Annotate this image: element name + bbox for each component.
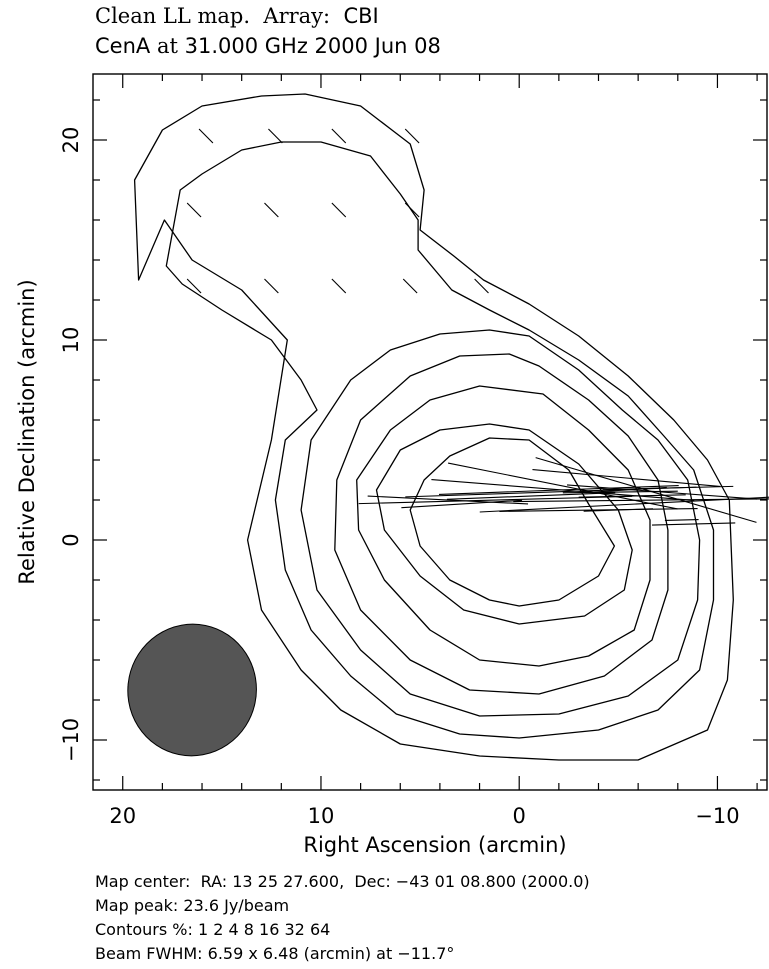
polarization-vector	[404, 202, 420, 218]
title-prefix: Clean LL map. Array:	[95, 4, 331, 28]
polarization-vector	[438, 485, 679, 495]
polarization-vector	[268, 128, 283, 144]
tick-label: −10	[695, 804, 739, 828]
polarization-vector	[446, 492, 616, 500]
map-center-info: Map center: RA: 13 25 27.600, Dec: −43 0…	[95, 872, 590, 891]
map-peak-info: Map peak: 23.6 Jy/beam	[95, 896, 290, 915]
contour-levels-info: Contours %: 1 2 4 8 16 32 64	[95, 920, 331, 939]
polarization-vector	[401, 499, 523, 509]
polarization-vector	[447, 462, 678, 510]
contour-32-percent	[375, 423, 633, 625]
polarization-vector	[652, 522, 736, 526]
polarization-vector	[535, 457, 757, 523]
beam-shape	[127, 623, 257, 757]
x-axis-label: Right Ascension (arcmin)	[303, 833, 566, 857]
subtitle-rest: 31.000 GHz 2000 Jun 08	[184, 34, 441, 58]
beam-ellipse	[127, 623, 257, 757]
contour-2-percent	[165, 141, 715, 739]
polarization-vector	[198, 128, 214, 144]
polarization-vectors	[186, 128, 769, 526]
tick-label: 20	[59, 127, 83, 154]
tick-label: 10	[308, 804, 335, 828]
polarization-vector	[331, 128, 347, 144]
tick-label: −10	[59, 718, 83, 762]
polarization-vector	[602, 485, 734, 491]
polarization-vector	[358, 495, 633, 505]
chart-subtitle: CenA at 31.000 GHz 2000 Jun 08	[95, 34, 441, 58]
polarization-vector	[532, 469, 721, 487]
polarization-vector	[474, 278, 489, 294]
polarization-vector	[566, 484, 757, 500]
chart-title: Clean LL map. Array: CBI	[95, 4, 379, 28]
polarization-vector	[499, 508, 698, 512]
polarization-vector	[513, 498, 769, 503]
y-axis-label: Relative Declination (arcmin)	[15, 279, 39, 584]
tick-label: 0	[513, 804, 526, 828]
contour-1-percent	[133, 93, 734, 761]
tick-label: 20	[109, 804, 136, 828]
axis-ticks: 20 10 0 −10 20 10 0 −10	[59, 74, 767, 828]
polarization-vector	[664, 519, 699, 521]
polarization-vector	[264, 278, 279, 294]
contour-64-percent	[409, 437, 616, 607]
polarization-vector	[331, 278, 347, 294]
polarization-vector	[367, 495, 529, 505]
tick-label: 0	[59, 533, 83, 546]
contour-16-percent	[356, 385, 651, 667]
contour-8-percent	[334, 353, 669, 695]
polarization-vector	[331, 202, 347, 218]
polarization-vector	[186, 278, 202, 294]
polarization-vector	[402, 278, 418, 294]
contour-4-percent	[300, 329, 701, 717]
tick-label: 10	[59, 327, 83, 354]
polarization-vector	[264, 202, 279, 218]
polarization-vector	[404, 128, 420, 144]
plot-frame	[92, 73, 768, 791]
array-name: CBI	[343, 4, 379, 28]
beam-fwhm-info: Beam FWHM: 6.59 x 6.48 (arcmin) at −11.7…	[95, 944, 455, 963]
subtitle-at: at	[156, 34, 178, 58]
polarization-vector	[186, 202, 202, 218]
subtitle-source: CenA	[95, 34, 151, 58]
